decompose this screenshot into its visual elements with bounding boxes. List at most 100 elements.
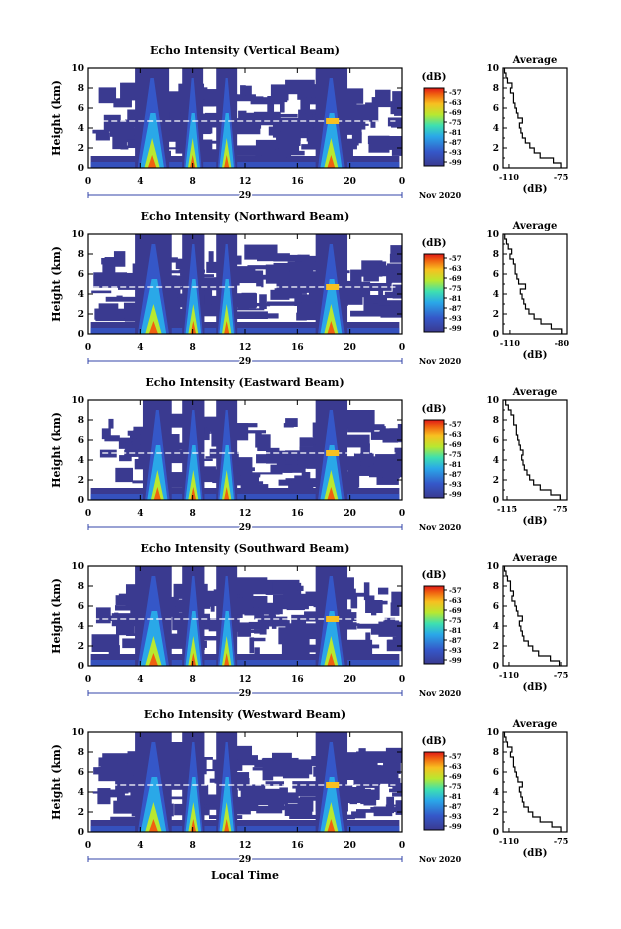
y-tick-label: 4: [78, 290, 84, 300]
clutter-cell: [287, 261, 322, 271]
clutter-cell: [292, 644, 321, 653]
clutter-cell: [127, 430, 135, 436]
clutter-cell: [256, 809, 283, 814]
bright-band-echo: [326, 284, 340, 290]
clutter-cell: [112, 131, 127, 150]
clutter-cell: [103, 436, 113, 439]
rain-echo-core: [327, 487, 336, 500]
colorbar-tick-label: -63: [449, 264, 462, 273]
average-y-tick-label: 8: [493, 84, 499, 94]
clutter-cell: [227, 423, 258, 428]
rain-echo-core: [327, 653, 336, 666]
clutter-cell: [276, 278, 307, 294]
clutter-cell: [240, 484, 269, 490]
clutter-cell: [259, 618, 267, 635]
clutter-cell: [393, 272, 402, 283]
colorbar-unit: (dB): [422, 238, 447, 249]
clutter-cell: [266, 301, 302, 306]
y-tick-label: 2: [78, 144, 84, 154]
clutter-cell: [115, 467, 134, 483]
rain-echo-core: [190, 819, 197, 832]
clutter-cell: [380, 305, 402, 318]
x-tick-label: 20: [343, 509, 356, 519]
average-y-tick-label: 4: [493, 456, 499, 466]
colorbar-tick-label: -81: [449, 128, 462, 137]
average-y-tick-label: 0: [493, 828, 499, 838]
clutter-cell: [386, 263, 402, 273]
rain-echo-strong: [221, 802, 232, 832]
clutter-cell: [297, 797, 314, 812]
clutter-cell: [392, 91, 402, 107]
clutter-cell: [247, 265, 276, 270]
clutter-cell: [93, 272, 128, 288]
clutter-cell: [158, 120, 193, 128]
rain-echo-core: [190, 155, 196, 168]
colorbar-unit: (dB): [422, 72, 447, 83]
clutter-cell: [276, 136, 301, 146]
clutter-cell: [259, 294, 267, 310]
clutter-cell: [283, 590, 300, 599]
colorbar-tick-label: -87: [449, 470, 462, 479]
y-tick-label: 6: [78, 104, 84, 114]
clutter-cell: [370, 624, 383, 635]
clutter-cell: [255, 430, 262, 448]
colorbar-tick-label: -99: [449, 490, 462, 499]
colorbar-tick-label: -87: [449, 138, 462, 147]
clutter-cell: [130, 605, 135, 618]
colorbar: [423, 253, 445, 333]
clutter-cell: [267, 96, 275, 113]
rain-echo-core: [190, 653, 197, 666]
average-y-tick-label: 2: [493, 642, 499, 652]
average-x-label: (dB): [523, 350, 548, 361]
clutter-cell: [291, 614, 307, 627]
average-profile-line: [504, 234, 563, 334]
colorbar: [423, 419, 445, 499]
average-title: Average: [512, 387, 558, 398]
x-tick-label: 0: [85, 177, 91, 187]
clutter-cell: [166, 796, 191, 800]
clutter-cell: [374, 784, 380, 799]
x-tick-label: 12: [239, 841, 252, 851]
clutter-cell: [236, 308, 265, 311]
clutter-cell: [375, 454, 402, 471]
y-tick-label: 10: [71, 728, 84, 738]
clutter-cell: [385, 753, 402, 761]
clutter-cell: [166, 125, 186, 136]
heatmap: [90, 68, 402, 168]
average-y-tick-label: 10: [486, 728, 499, 738]
clutter-cell: [345, 588, 356, 600]
average-y-tick-label: 6: [493, 602, 499, 612]
clutter-cell: [346, 410, 375, 428]
panel-3: Echo Intensity (Southward Beam) 0 2 4 6 8 10 He…: [50, 542, 568, 701]
colorbar: [423, 751, 445, 831]
clutter-cell: [372, 433, 394, 436]
clutter-cell: [252, 96, 264, 101]
x-tick-label: 8: [190, 841, 196, 851]
clutter-cell: [240, 475, 259, 482]
clutter-cell: [294, 475, 308, 483]
clutter-cell: [335, 124, 362, 135]
average-x-tick-label: -75: [553, 504, 567, 514]
panel-title: Echo Intensity (Southward Beam): [141, 542, 350, 555]
colorbar-tick-label: -99: [449, 324, 462, 333]
average-profile-line: [503, 566, 561, 666]
clutter-cell: [237, 629, 266, 633]
clutter-cell: [363, 274, 379, 282]
average-x-label: (dB): [523, 682, 548, 693]
heatmap: [90, 234, 402, 334]
y-tick-label: 6: [78, 768, 84, 778]
clutter-cell: [300, 294, 308, 308]
clutter-cell: [349, 787, 358, 805]
clutter-cell: [256, 276, 264, 288]
clutter-cell: [392, 284, 402, 299]
colorbar-tick-label: -63: [449, 98, 462, 107]
y-tick-label: 2: [78, 808, 84, 818]
y-tick-label: 4: [78, 124, 84, 134]
clutter-cell: [115, 779, 137, 793]
y-tick-label: 6: [78, 602, 84, 612]
clutter-cell: [386, 639, 402, 652]
clutter-cell: [375, 89, 391, 108]
clutter-cell: [389, 808, 402, 813]
clutter-cell: [208, 251, 214, 268]
month-label: Nov 2020: [419, 522, 462, 532]
